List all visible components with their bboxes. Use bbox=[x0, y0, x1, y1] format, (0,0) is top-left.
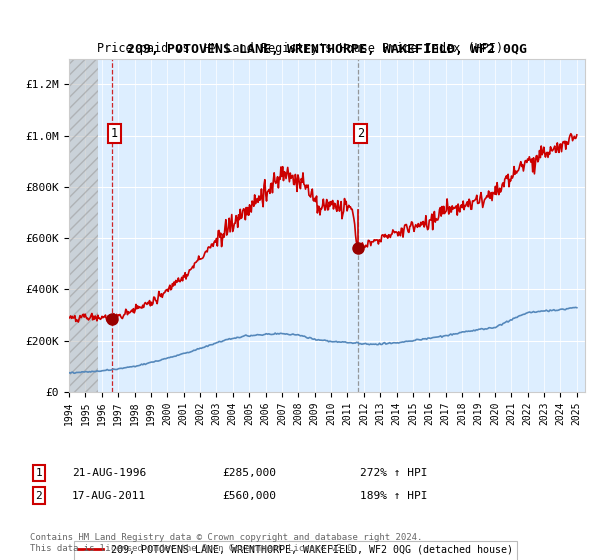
Text: 189% ↑ HPI: 189% ↑ HPI bbox=[360, 491, 427, 501]
Text: 21-AUG-1996: 21-AUG-1996 bbox=[72, 468, 146, 478]
Text: 2: 2 bbox=[35, 491, 43, 501]
Legend: 209, POTOVENS LANE, WRENTHORPE, WAKEFIELD, WF2 0QG (detached house), HPI: Averag: 209, POTOVENS LANE, WRENTHORPE, WAKEFIEL… bbox=[74, 540, 517, 560]
Title: 209, POTOVENS LANE, WRENTHORPE, WAKEFIELD, WF2 0QG: 209, POTOVENS LANE, WRENTHORPE, WAKEFIEL… bbox=[127, 43, 527, 56]
Text: £285,000: £285,000 bbox=[222, 468, 276, 478]
Text: 1: 1 bbox=[111, 127, 118, 139]
Text: 2: 2 bbox=[357, 127, 364, 139]
Text: 17-AUG-2011: 17-AUG-2011 bbox=[72, 491, 146, 501]
Text: Contains HM Land Registry data © Crown copyright and database right 2024.
This d: Contains HM Land Registry data © Crown c… bbox=[30, 533, 422, 553]
Text: Price paid vs. HM Land Registry's House Price Index (HPI): Price paid vs. HM Land Registry's House … bbox=[97, 42, 503, 55]
Text: 272% ↑ HPI: 272% ↑ HPI bbox=[360, 468, 427, 478]
Text: £560,000: £560,000 bbox=[222, 491, 276, 501]
Text: 1: 1 bbox=[35, 468, 43, 478]
